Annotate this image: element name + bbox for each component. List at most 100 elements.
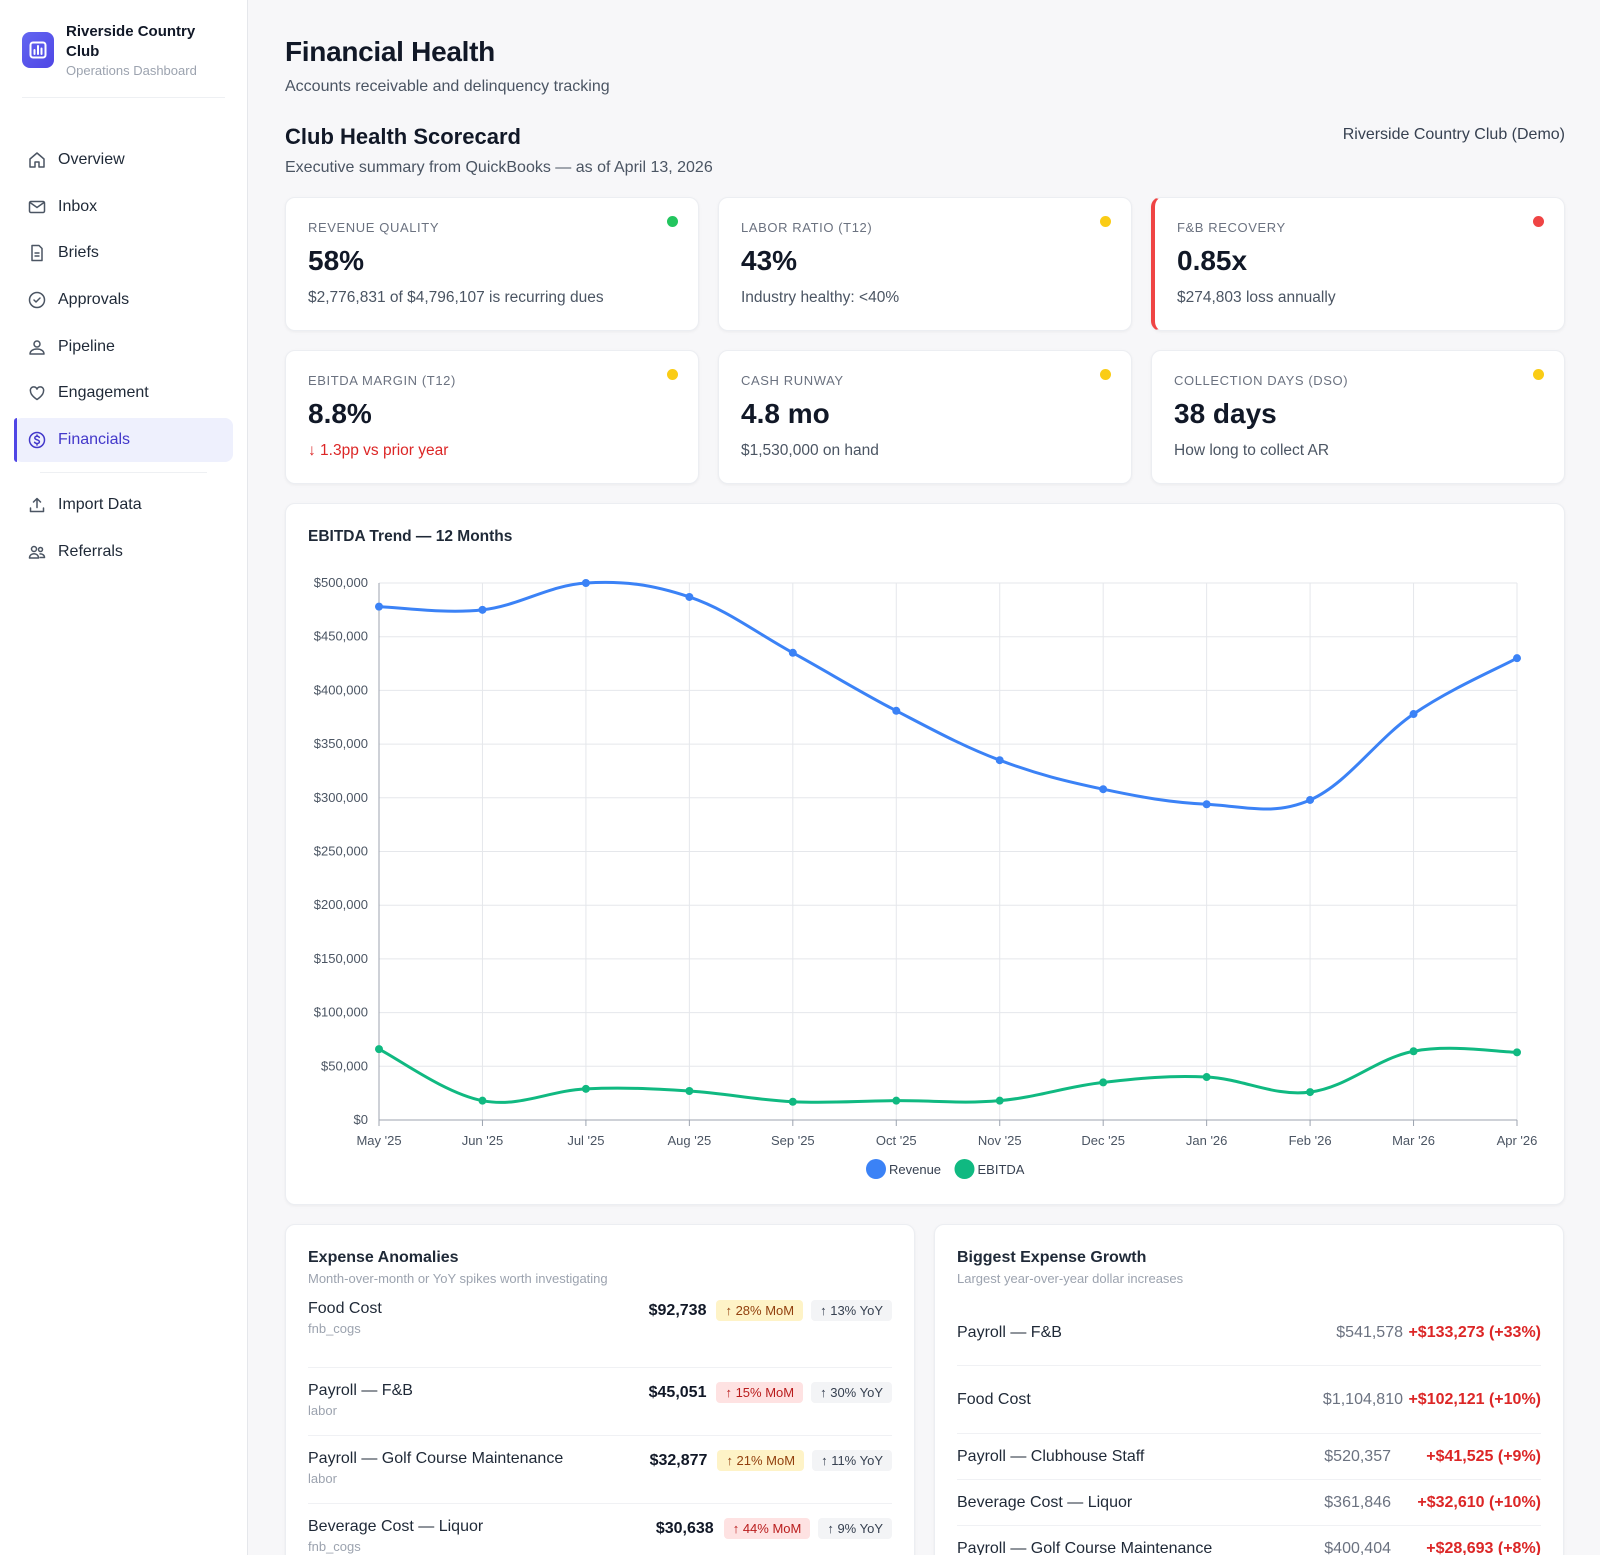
sidebar-item-label: Engagement — [58, 384, 149, 402]
anomaly-list: Food Cost fnb_cogs $92,738 ↑ 28% MoM ↑ 13% … — [308, 1300, 892, 1555]
expense-delta: +$41,525 (+9%) — [1426, 1447, 1541, 1465]
data-point-revenue — [1099, 785, 1108, 794]
expense-name: Food Cost — [308, 1300, 382, 1317]
metric-note: $2,776,831 of $4,796,107 is recurring du… — [308, 289, 604, 306]
data-point-ebitda — [581, 1084, 590, 1093]
brand-subtitle: Operations Dashboard — [66, 63, 197, 78]
sidebar-item-overview[interactable]: Overview — [14, 138, 233, 182]
y-tick-label: $250,000 — [314, 844, 368, 859]
list-item[interactable]: Beverage Cost — Liquor $361,846 +$32,610… — [957, 1480, 1541, 1526]
metric-value: 38 days — [1174, 398, 1277, 429]
data-point-revenue — [581, 579, 590, 587]
bottom-panels: Expense Anomalies Month-over-month or Yo… — [285, 1224, 1565, 1555]
series-line-ebitda — [378, 1046, 1518, 1104]
page-title: Financial Health — [285, 36, 495, 67]
sidebar-item-label: Pipeline — [58, 337, 115, 355]
yoy-badge: ↑ 13% YoY — [811, 1300, 892, 1321]
scorecard-grid: Revenue Quality 58% $2,776,831 of $4,796… — [285, 197, 1565, 484]
legend-label: Revenue — [889, 1162, 941, 1177]
expense-category: labor — [308, 1403, 337, 1418]
growth-list: Payroll — F&B $541,578 +$133,273 (+33%) … — [957, 1300, 1541, 1555]
metric-note: $1,530,000 on hand — [741, 442, 879, 459]
metric-card-collection-days: Collection Days (DSO) 38 days How long t… — [1151, 350, 1565, 484]
list-item[interactable]: Payroll — Clubhouse Staff $520,357 +$41,… — [957, 1434, 1541, 1480]
metric-card-labor-ratio: Labor Ratio (T12) 43% Industry healthy: … — [718, 197, 1132, 331]
panel-subtitle: Largest year-over-year dollar increases — [957, 1271, 1184, 1286]
x-tick-label: Jul '25 — [567, 1133, 604, 1148]
data-point-revenue — [1202, 800, 1211, 809]
data-point-revenue — [892, 706, 901, 715]
sidebar-item-financials[interactable]: Financials — [14, 418, 233, 463]
sidebar-item-import-data[interactable]: Import Data — [14, 483, 233, 527]
scorecard-title: Club Health Scorecard — [285, 124, 521, 149]
metric-card-ebitda-margin: EBITDA Margin (T12) 8.8% ↓ 1.3pp vs prio… — [285, 350, 699, 484]
chart-title: EBITDA Trend — 12 Months — [308, 528, 513, 545]
data-point-ebitda — [788, 1097, 797, 1106]
data-point-ebitda — [478, 1096, 487, 1105]
home-icon — [29, 152, 45, 168]
expense-amount: $361,846 — [1324, 1493, 1391, 1511]
page-subtitle: Accounts receivable and delinquency trac… — [285, 78, 610, 95]
sidebar: Riverside Country Club Operations Dashbo… — [0, 0, 248, 1555]
divider — [22, 97, 225, 98]
data-point-ebitda — [1099, 1078, 1108, 1087]
expense-delta: +$102,121 (+10%) — [1408, 1390, 1541, 1408]
series-line-revenue — [378, 580, 1518, 811]
expense-amount: $520,357 — [1324, 1447, 1391, 1465]
expense-category: fnb_cogs — [308, 1321, 361, 1336]
expense-amount: $30,638 — [655, 1519, 714, 1537]
data-point-revenue — [995, 756, 1004, 765]
bar-chart-icon — [22, 32, 54, 68]
expense-category: labor — [308, 1471, 337, 1486]
sidebar-item-label: Referrals — [58, 542, 123, 560]
check-circle-icon — [28, 291, 46, 309]
y-tick-label: $200,000 — [314, 897, 368, 912]
data-point-ebitda — [375, 1045, 383, 1054]
list-item[interactable]: Beverage Cost — Liquor fnb_cogs $30,638 ↑ … — [308, 1504, 892, 1555]
yoy-badge: ↑ 11% YoY — [812, 1450, 892, 1471]
list-item[interactable]: Payroll — Golf Course Maintenance $400,4… — [957, 1526, 1541, 1555]
panel-subtitle: Month-over-month or YoY spikes worth inv… — [308, 1271, 608, 1286]
sidebar-item-inbox[interactable]: Inbox — [14, 185, 233, 229]
club-name: Riverside Country Club (Demo) — [1342, 126, 1565, 143]
metric-value: 4.8 mo — [741, 398, 830, 429]
data-point-revenue — [788, 648, 797, 657]
users-icon — [28, 545, 46, 559]
sidebar-item-referrals[interactable]: Referrals — [14, 530, 233, 574]
list-item[interactable]: Food Cost fnb_cogs $92,738 ↑ 28% MoM ↑ 13% … — [308, 1300, 892, 1368]
metric-value: 0.85x — [1177, 245, 1248, 276]
divider — [40, 472, 207, 474]
metric-note: How long to collect AR — [1174, 442, 1330, 459]
sidebar-item-briefs[interactable]: Briefs — [14, 231, 233, 275]
mom-badge: ↑ 44% MoM — [723, 1518, 811, 1539]
metric-note: $274,803 loss annually — [1177, 289, 1336, 306]
expense-name: Food Cost — [957, 1390, 1031, 1408]
list-item[interactable]: Payroll — F&B labor $45,051 ↑ 15% MoM ↑ 30%… — [308, 1368, 892, 1436]
data-point-revenue — [375, 602, 383, 611]
metric-card-cash-runway: Cash Runway 4.8 mo $1,530,000 on hand — [718, 350, 1132, 484]
sidebar-item-engagement[interactable]: Engagement — [14, 371, 233, 415]
scorecard-subtitle: Executive summary from QuickBooks — as o… — [285, 159, 713, 176]
data-point-ebitda — [995, 1096, 1004, 1105]
metric-label: F&B Recovery — [1177, 220, 1286, 235]
data-point-ebitda — [685, 1087, 694, 1096]
sidebar-item-label: Briefs — [58, 244, 99, 262]
x-tick-label: Feb '26 — [1289, 1133, 1332, 1148]
sidebar-item-approvals[interactable]: Approvals — [14, 278, 233, 322]
legend-swatch — [866, 1159, 886, 1179]
metric-label: Revenue Quality — [308, 220, 440, 235]
expense-anomalies-panel: Expense Anomalies Month-over-month or Yo… — [285, 1224, 915, 1555]
x-tick-label: Jun '25 — [462, 1133, 504, 1148]
heart-icon — [29, 386, 45, 401]
list-item[interactable]: Payroll — Golf Course Maintenance labor $… — [308, 1436, 892, 1504]
y-tick-label: $450,000 — [314, 629, 368, 644]
expense-amount: $541,578 — [1336, 1323, 1403, 1341]
status-dot — [1533, 369, 1544, 380]
expense-amount: $45,051 — [648, 1383, 707, 1401]
list-item[interactable]: Payroll — F&B $541,578 +$133,273 (+33%) — [957, 1300, 1541, 1366]
mom-badge: ↑ 28% MoM — [716, 1300, 804, 1321]
sidebar-item-pipeline[interactable]: Pipeline — [14, 325, 233, 369]
data-point-ebitda — [1202, 1073, 1211, 1082]
list-item[interactable]: Food Cost $1,104,810 +$102,121 (+10%) — [957, 1366, 1541, 1434]
brand: Riverside Country Club Operations Dashbo… — [0, 0, 247, 97]
